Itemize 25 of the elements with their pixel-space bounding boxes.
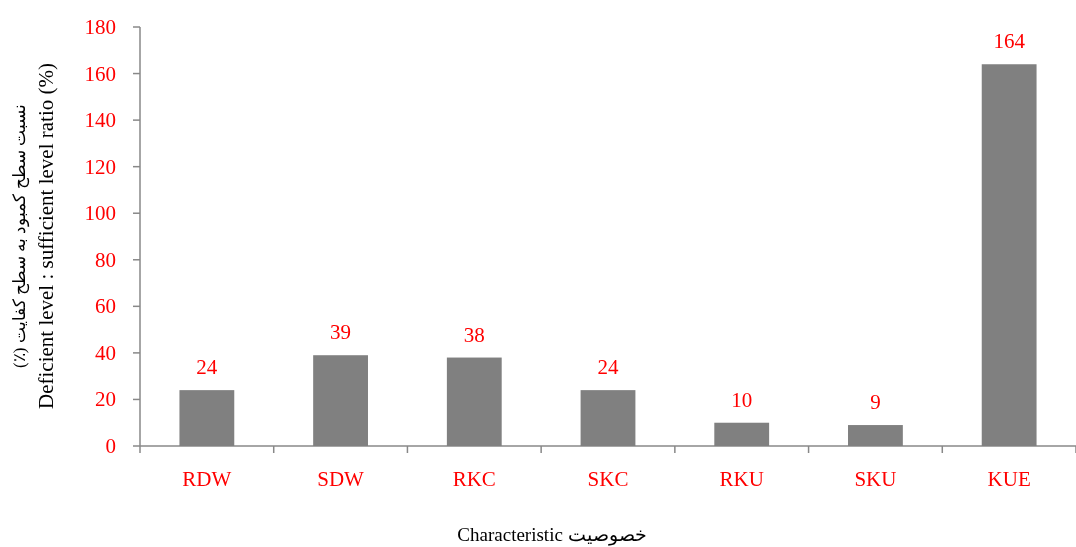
- x-axis-title: Characteristic خصوصیت: [457, 524, 647, 546]
- y-tick-label: 20: [95, 387, 116, 412]
- y-tick-label: 120: [84, 154, 116, 179]
- data-label: 164: [993, 29, 1026, 54]
- y-tick-label: 140: [84, 108, 116, 133]
- x-tick-label: RKU: [719, 467, 764, 491]
- data-label: 39: [330, 320, 352, 345]
- x-tick-label: RKC: [452, 467, 496, 491]
- y-tick-label: 180: [84, 15, 116, 39]
- data-label: 38: [463, 322, 485, 347]
- data-label: 24: [196, 355, 218, 380]
- x-tick-label: SKC: [587, 467, 629, 491]
- y-tick-label: 100: [84, 201, 116, 226]
- x-tick-label: SKU: [854, 467, 897, 491]
- x-tick-label: KUE: [987, 467, 1031, 491]
- x-tick-label: SDW: [317, 467, 365, 491]
- data-label: 10: [731, 387, 753, 412]
- y-tick-label: 60: [95, 294, 116, 319]
- y-tick-label: 40: [95, 340, 116, 365]
- x-tick-label: RDW: [182, 467, 232, 491]
- y-tick-label: 160: [84, 61, 116, 86]
- data-label: 9: [870, 390, 881, 415]
- y-tick-label: 0: [105, 434, 116, 458]
- y-tick-label: 80: [95, 247, 116, 272]
- data-label: 24: [597, 355, 619, 380]
